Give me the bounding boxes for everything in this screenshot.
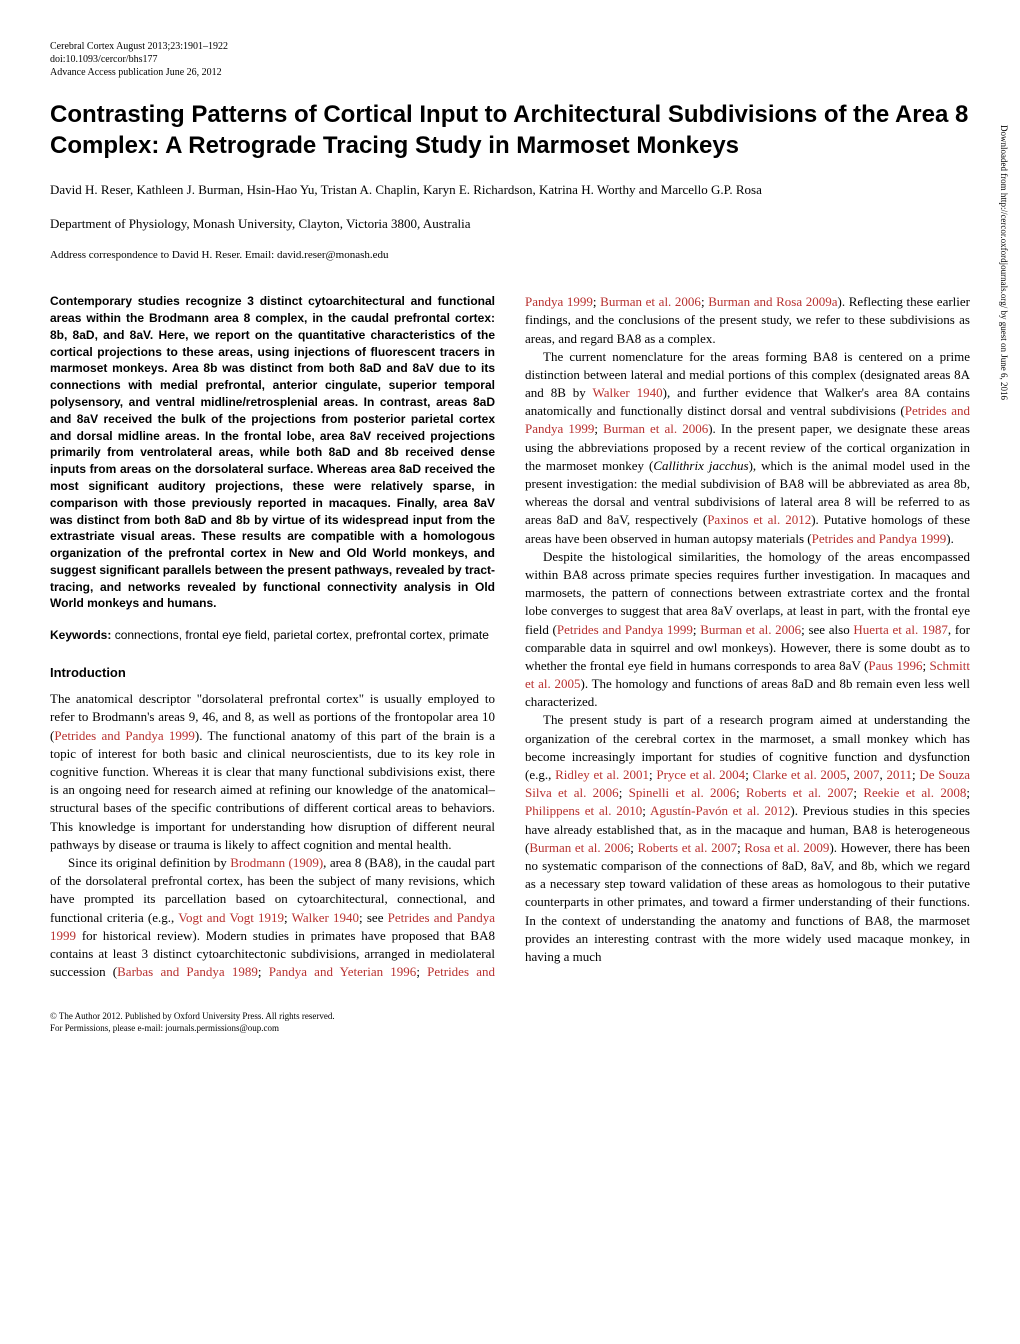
- doi: doi:10.1093/cercor/bhs177: [50, 53, 970, 66]
- reference-link[interactable]: Burman et al. 2006: [600, 294, 701, 309]
- introduction-heading: Introduction: [50, 664, 495, 682]
- reference-link[interactable]: Reekie et al. 2008: [863, 785, 966, 800]
- reference-link[interactable]: Ridley et al. 2001: [555, 767, 649, 782]
- keywords-text: connections, frontal eye field, parietal…: [111, 628, 489, 642]
- reference-link[interactable]: Agustín-Pavón et al. 2012: [650, 803, 790, 818]
- reference-link[interactable]: Petrides and Pandya 1999: [812, 531, 947, 546]
- paragraph-4: Despite the histological similarities, t…: [525, 548, 970, 712]
- access-date: Advance Access publication June 26, 2012: [50, 66, 970, 79]
- authors: David H. Reser, Kathleen J. Burman, Hsin…: [50, 181, 970, 199]
- journal-citation: Cerebral Cortex August 2013;23:1901–1922: [50, 40, 970, 53]
- abstract: Contemporary studies recognize 3 distinc…: [50, 293, 495, 612]
- article-title: Contrasting Patterns of Cortical Input t…: [50, 99, 970, 161]
- reference-link[interactable]: Paus 1996: [868, 658, 922, 673]
- permissions: For Permissions, please e-mail: journals…: [50, 1023, 970, 1035]
- main-content: Contemporary studies recognize 3 distinc…: [50, 293, 970, 981]
- reference-link[interactable]: Brodmann (1909): [230, 855, 323, 870]
- reference-link[interactable]: 2007: [853, 767, 879, 782]
- keywords-label: Keywords:: [50, 628, 111, 642]
- reference-link[interactable]: Clarke et al. 2005: [753, 767, 847, 782]
- affiliation: Department of Physiology, Monash Univers…: [50, 215, 970, 233]
- paragraph-5: The present study is part of a research …: [525, 711, 970, 966]
- reference-link[interactable]: Vogt and Vogt 1919: [178, 910, 284, 925]
- reference-link[interactable]: Philippens et al. 2010: [525, 803, 642, 818]
- reference-link[interactable]: Petrides and Pandya 1999: [54, 728, 195, 743]
- reference-link[interactable]: Burman et al. 2006: [529, 840, 630, 855]
- reference-link[interactable]: Roberts et al. 2007: [746, 785, 853, 800]
- paragraph-1: The anatomical descriptor "dorsolateral …: [50, 690, 495, 854]
- footer: © The Author 2012. Published by Oxford U…: [50, 1011, 970, 1034]
- download-attribution: Downloaded from http://cercor.oxfordjour…: [997, 125, 1010, 400]
- keywords-block: Keywords: connections, frontal eye field…: [50, 627, 495, 644]
- copyright: © The Author 2012. Published by Oxford U…: [50, 1011, 970, 1023]
- reference-link[interactable]: Burman et al. 2006: [603, 421, 708, 436]
- reference-link[interactable]: Burman and Rosa 2009a: [708, 294, 837, 309]
- reference-link[interactable]: Rosa et al. 2009: [744, 840, 829, 855]
- reference-link[interactable]: Walker 1940: [292, 910, 359, 925]
- correspondence: Address correspondence to David H. Reser…: [50, 248, 970, 263]
- reference-link[interactable]: Burman et al. 2006: [700, 622, 801, 637]
- reference-link[interactable]: Paxinos et al. 2012: [707, 512, 811, 527]
- header-info: Cerebral Cortex August 2013;23:1901–1922…: [50, 40, 970, 79]
- reference-link[interactable]: 2011: [886, 767, 912, 782]
- reference-link[interactable]: Spinelli et al. 2006: [629, 785, 736, 800]
- reference-link[interactable]: Petrides and Pandya 1999: [557, 622, 693, 637]
- reference-link[interactable]: Pandya and Yeterian 1996: [269, 964, 417, 979]
- reference-link[interactable]: Roberts et al. 2007: [638, 840, 738, 855]
- reference-link[interactable]: Walker 1940: [593, 385, 663, 400]
- reference-link[interactable]: Pryce et al. 2004: [656, 767, 745, 782]
- reference-link[interactable]: Barbas and Pandya 1989: [117, 964, 258, 979]
- paragraph-3: The current nomenclature for the areas f…: [525, 348, 970, 548]
- reference-link[interactable]: Huerta et al. 1987: [853, 622, 947, 637]
- species-name: Callithrix jacchus: [653, 458, 748, 473]
